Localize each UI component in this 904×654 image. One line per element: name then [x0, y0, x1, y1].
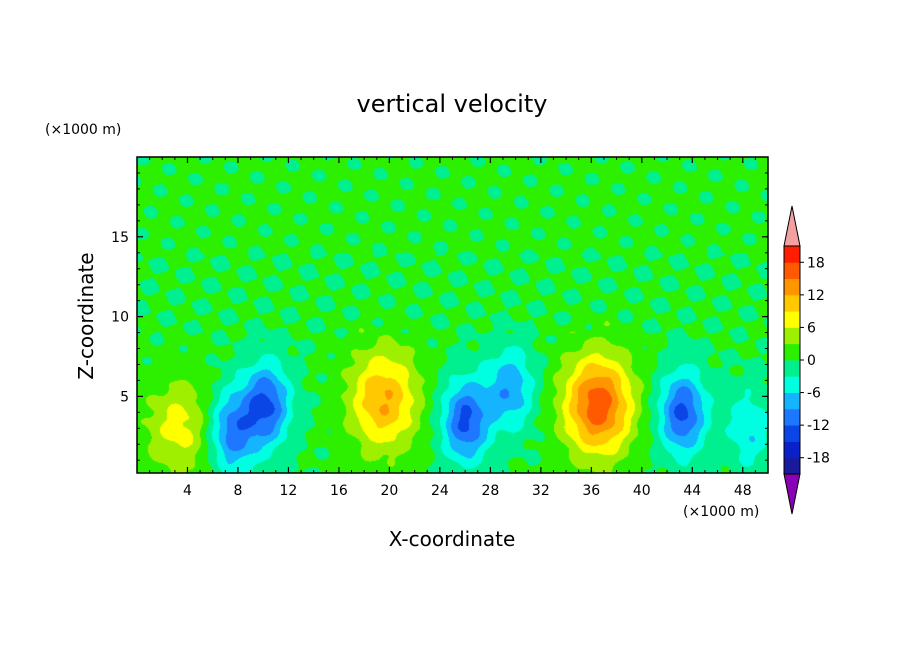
- colorbar-bin: [784, 376, 800, 393]
- colorbar: 18 12 6 0 -6 -12 -18: [783, 205, 830, 515]
- colorbar-label: 18: [807, 255, 825, 271]
- y-tick-label: 15: [111, 230, 129, 246]
- colorbar-bin: [784, 294, 800, 312]
- x-axis-ticks: 4 8 12 16 20 24 28 32 36 40 44 48: [149, 157, 756, 499]
- x-tick-label: 48: [734, 483, 752, 499]
- x-axis-label: X-coordinate: [389, 527, 516, 551]
- x-unit-label: (×1000 m): [683, 504, 759, 520]
- plot-area: [136, 156, 769, 474]
- colorbar-bin: [784, 408, 800, 426]
- colorbar-bin: [784, 343, 800, 361]
- colorbar-label: -12: [807, 418, 830, 434]
- x-tick-label: 12: [280, 483, 298, 499]
- colorbar-label: 12: [807, 288, 825, 304]
- y-tick-label: 10: [111, 310, 129, 326]
- x-tick-label: 44: [683, 483, 701, 499]
- colorbar-label: -18: [807, 451, 830, 467]
- colorbar-bin: [784, 278, 800, 296]
- x-tick-label: 16: [330, 483, 348, 499]
- x-tick-label: 28: [481, 483, 499, 499]
- colorbar-bin: [784, 441, 800, 459]
- colorbar-label: -6: [807, 386, 821, 402]
- y-axis-ticks: 5 10 15: [111, 172, 768, 461]
- colorbar-label: 0: [807, 353, 816, 369]
- colorbar-bin: [784, 327, 800, 345]
- x-tick-label: 4: [183, 483, 192, 499]
- x-tick-label: 36: [582, 483, 600, 499]
- y-tick-label: 5: [120, 389, 129, 405]
- colorbar-bin: [784, 425, 800, 442]
- x-tick-label: 20: [380, 483, 398, 499]
- colorbar-bin: [784, 311, 800, 328]
- x-tick-label: 24: [431, 483, 449, 499]
- colorbar-bin: [784, 392, 800, 410]
- y-unit-label: (×1000 m): [45, 122, 121, 138]
- y-axis-label: Z-coordinate: [74, 252, 98, 379]
- colorbar-over-triangle: [783, 205, 801, 247]
- colorbar-bin: [784, 457, 800, 475]
- colorbar-under-triangle: [783, 473, 801, 515]
- colorbar-bin: [784, 246, 800, 263]
- colorbar-bin: [784, 360, 800, 377]
- velocity-field: [137, 157, 768, 473]
- x-tick-label: 32: [532, 483, 550, 499]
- colorbar-label: 6: [807, 320, 816, 336]
- x-tick-label: 40: [633, 483, 651, 499]
- chart-title: vertical velocity: [357, 90, 548, 118]
- colorbar-bin: [784, 262, 800, 279]
- x-tick-label: 8: [233, 483, 242, 499]
